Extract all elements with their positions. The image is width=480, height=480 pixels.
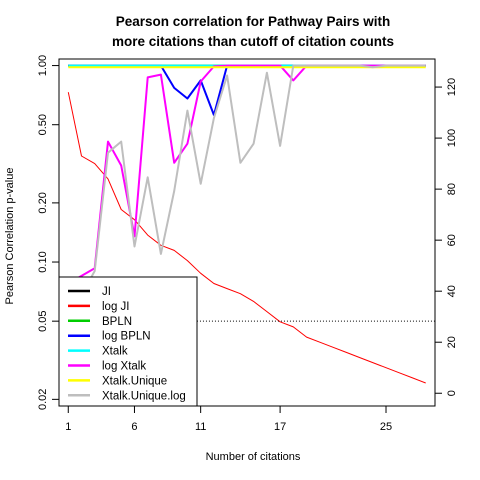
y2-tick-label-2: 40 [446,285,458,297]
y2-tick-label-3: 60 [446,234,458,246]
legend-label-0: JI [102,286,111,298]
plot-area: 1 6 11 17 25 0.02 0.05 0.10 0.20 0.50 1.00 0 20 40 60 8… [37,55,458,433]
chart-title-line-2: more citations than cutoff of citation c… [112,34,394,49]
y-tick-label-5: 1.00 [37,55,49,76]
y-tick-label-0: 0.02 [37,389,49,410]
legend-label-2: BPLN [102,316,132,328]
y-tick-label-1: 0.05 [37,310,49,331]
y2-tick-label-6: 120 [446,78,458,96]
legend-label-7: Xtalk.Unique.log [102,390,186,402]
x-tick-label-3: 17 [274,421,286,433]
legend-label-5: log Xtalk [102,361,146,373]
y-tick-label-4: 0.50 [37,114,49,135]
x-tick-label-1: 6 [131,421,137,433]
x-tick-label-0: 1 [65,421,71,433]
y-axis-label: Pearson Correlation p-value [4,168,16,305]
legend-label-6: Xtalk.Unique [102,375,167,387]
legend-box [58,276,198,407]
x-tick-label-2: 11 [195,421,206,433]
legend-label-4: Xtalk [102,346,128,358]
y2-tick-label-1: 20 [446,336,458,348]
legend-label-1: log JI [102,301,130,313]
x-axis-label: Number of citations [206,451,301,463]
chart-title-line-1: Pearson correlation for Pathway Pairs wi… [116,14,391,29]
legend-label-3: log BPLN [102,331,151,343]
y2-tick-label-0: 0 [446,390,458,396]
y-tick-label-3: 0.20 [37,192,49,213]
x-tick-label-4: 25 [380,421,392,433]
series-line-7 [67,64,426,304]
y2-tick-label-4: 80 [446,183,458,195]
y2-tick-label-5: 100 [446,129,458,147]
y-tick-label-2: 0.10 [37,251,49,272]
series-line-1 [67,92,426,384]
